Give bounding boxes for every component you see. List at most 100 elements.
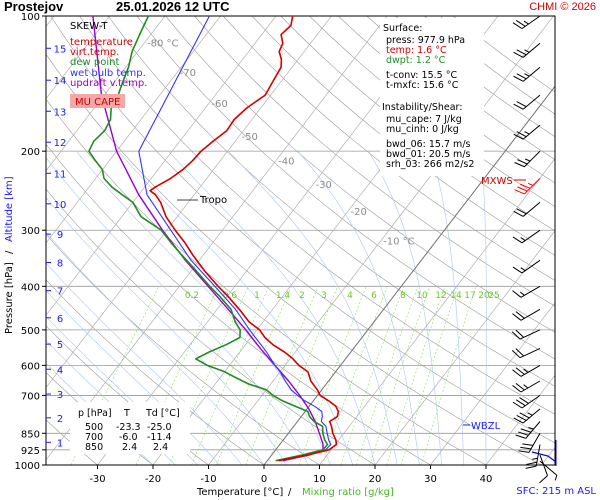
mu-cape-value: mu_cape: 7 J/kg — [386, 114, 462, 125]
x-tick-label: 20 — [369, 474, 382, 485]
table-p-850: 850 — [85, 442, 103, 453]
sounding-profiles — [88, 16, 340, 462]
surface-dwpt: dwpt: 1.2 °C — [386, 55, 446, 66]
surface-tmxfc: t-mxfc: 15.6 °C — [386, 80, 459, 91]
y-tick-label: 200 — [21, 147, 40, 158]
isotherm-label: -50 — [242, 132, 258, 143]
moist-adiabat — [430, 151, 465, 465]
dry-adiabat — [46, 188, 376, 465]
isotherm-line — [46, 16, 388, 461]
y-tick-label: 850 — [21, 429, 40, 440]
mxws-label: MXWS — [481, 176, 513, 187]
wind-barb — [512, 259, 541, 274]
y-tick-label: 400 — [21, 282, 40, 293]
series-dew-point — [88, 16, 329, 462]
dry-adiabat — [194, 16, 555, 307]
moist-adiabat — [228, 150, 398, 465]
isotherm-label: -30 — [316, 180, 332, 191]
x-tick-label: -20 — [145, 474, 161, 485]
x-axis-separator: / — [288, 487, 292, 498]
wind-barb — [513, 408, 541, 424]
moist-adiabat — [297, 151, 420, 465]
plot-frame — [45, 15, 556, 466]
isotherm-line — [485, 374, 555, 465]
mixing-ratio-line — [70, 286, 160, 465]
mixing-ratio-label: 6 — [371, 291, 377, 301]
legend-virt-temp: virt.temp. — [70, 47, 119, 58]
level-table-bg — [70, 402, 190, 454]
y-tick-label: 1000 — [15, 461, 40, 472]
altitude-tick-label: 4 — [57, 365, 63, 376]
y-tick-label: 300 — [21, 226, 40, 237]
legend-wet-bulb: wet bulb temp. — [70, 68, 146, 79]
wind-barb — [512, 364, 541, 377]
x-tick-label: 30 — [424, 474, 437, 485]
dry-adiabat — [46, 53, 543, 465]
isotherm-line — [46, 16, 277, 316]
mixing-ratio-line — [298, 286, 367, 465]
y-tick-label: 925 — [21, 446, 40, 457]
isotherm-line — [46, 16, 166, 172]
mixing-ratio-label: 20 — [478, 291, 490, 301]
altitude-tick-label: 8 — [57, 259, 63, 270]
run-datetime: 25.01.2026 12 UTC — [116, 0, 230, 14]
wbzl-label: WBZL — [471, 421, 501, 432]
wind-barb — [513, 201, 541, 217]
mixing-ratio-label: 17 — [464, 291, 475, 301]
y-tick-label: 100 — [21, 12, 40, 23]
altitude-tick-label: 2 — [57, 414, 63, 425]
srh-03-value: srh_03: 266 m2/s2 — [386, 159, 474, 170]
wind-barb — [512, 285, 541, 298]
x-axis-mix-label: Mixing ratio [g/kg] — [302, 487, 394, 498]
x-axis-ticks: -30 -20 -10 0 10 20 30 40 — [89, 465, 492, 485]
surface-info-bg — [380, 18, 484, 176]
mixing-ratio-label: 14 — [450, 291, 462, 301]
altitude-tick-label: 15 — [54, 44, 67, 55]
altitude-tick-label: 14 — [54, 76, 67, 87]
isotherm-label: -60 — [211, 99, 227, 110]
mixing-ratio-label: 2 — [299, 291, 305, 301]
y-axis-ticks: 100 200 300 400 500 600 700 850 925 1000 — [15, 12, 46, 472]
mixing-ratio-line — [421, 286, 477, 465]
wind-barb — [518, 433, 541, 453]
series-temperature — [149, 16, 340, 462]
x-tick-label: -30 — [89, 474, 105, 485]
surface-info: Surface: press: 977.9 hPa temp: 1.6 °C d… — [380, 18, 484, 176]
wind-barb — [512, 308, 541, 321]
legend-title: SKEW-T — [70, 21, 108, 32]
table-header-p: p [hPa] — [78, 408, 112, 419]
y-axis-label-group: Pressure [hPa] / Altitude [km] — [4, 176, 15, 334]
table-p-700: 700 — [85, 432, 103, 443]
legend: SKEW-T temperature virt.temp. dew point … — [70, 21, 147, 108]
y-axis-pressure-label: Pressure [hPa] — [4, 262, 15, 334]
wind-barb — [513, 42, 541, 58]
y-tick-label: 500 — [21, 326, 40, 337]
isotherm-line — [374, 230, 555, 465]
isotherm-line — [319, 157, 555, 465]
moist-adiabat — [46, 231, 265, 465]
wind-barb — [514, 150, 541, 168]
mixing-ratio-line — [245, 286, 319, 465]
mixing-ratio-line — [340, 286, 405, 465]
isotherm-line — [46, 16, 221, 244]
mixing-ratio-lines — [70, 286, 477, 465]
table-td-700: -11.4 — [147, 432, 172, 443]
legend-temperature: temperature — [70, 37, 133, 48]
moist-adiabat — [46, 262, 243, 465]
dry-adiabat — [46, 233, 321, 465]
mixing-ratio-line — [386, 286, 446, 465]
isotherm-line — [263, 85, 555, 465]
dry-adiabat — [136, 16, 555, 360]
mixing-ratio-label: 0.6 — [223, 291, 238, 301]
table-header-t: T — [123, 408, 130, 419]
mixing-ratio-label: 1 — [254, 291, 260, 301]
table-t-700: -6.0 — [119, 432, 138, 443]
altitude-tick-label: 5 — [57, 340, 63, 351]
bwd-01-value: bwd_01: 20.5 m/s — [386, 149, 471, 160]
altitude-tick-label: 6 — [57, 314, 63, 325]
mixing-ratio-line — [267, 286, 338, 465]
